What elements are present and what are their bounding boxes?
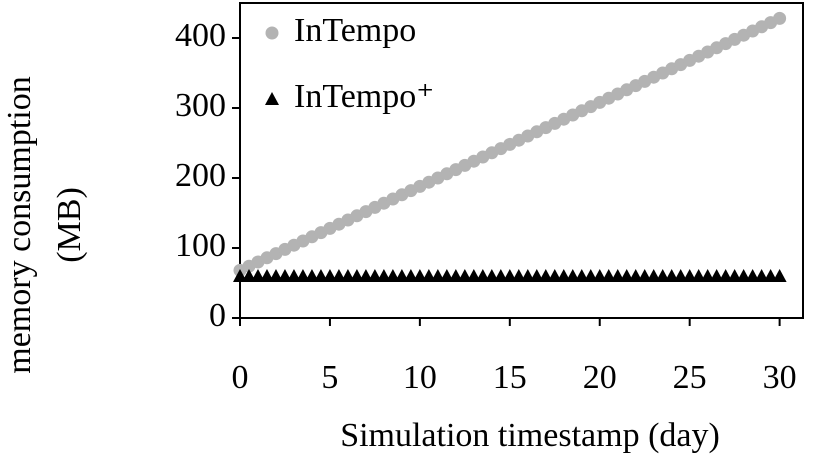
- legend-label: InTempo: [294, 12, 416, 49]
- data-point: [484, 269, 499, 282]
- data-point: [718, 269, 733, 282]
- data-point: [754, 269, 769, 282]
- data-point: [736, 269, 751, 282]
- data-point: [304, 269, 319, 282]
- data-point: [250, 269, 265, 282]
- data-point: [601, 269, 616, 282]
- data-point: [385, 269, 400, 282]
- data-point: [583, 269, 598, 282]
- data-point: [574, 269, 589, 282]
- data-point: [412, 269, 427, 282]
- x-tick-label: 30: [763, 359, 797, 396]
- data-point: [358, 269, 373, 282]
- data-point: [457, 269, 472, 282]
- data-point: [547, 269, 562, 282]
- data-point: [511, 269, 526, 282]
- data-point: [241, 269, 256, 282]
- data-point: [655, 269, 670, 282]
- data-point: [673, 269, 688, 282]
- data-point: [727, 269, 742, 282]
- data-point: [700, 269, 715, 282]
- x-axis-title: Simulation timestamp (day): [340, 417, 720, 454]
- data-point: [475, 269, 490, 282]
- y-tick-label: 300: [175, 87, 226, 124]
- data-point: [628, 269, 643, 282]
- data-point: [556, 269, 571, 282]
- legend-marker: [265, 26, 279, 40]
- y-axis-title: memory consumption: [1, 76, 38, 373]
- data-point: [664, 269, 679, 282]
- data-point: [529, 269, 544, 282]
- data-point: [367, 269, 382, 282]
- data-point: [322, 269, 337, 282]
- data-point: [520, 269, 535, 282]
- data-point: [466, 269, 481, 282]
- data-point: [286, 269, 301, 282]
- x-tick-label: 0: [232, 359, 249, 396]
- data-point: [394, 269, 409, 282]
- data-point: [592, 269, 607, 282]
- data-point: [773, 11, 787, 25]
- data-point: [565, 269, 580, 282]
- y-tick-label: 400: [175, 17, 226, 54]
- data-point: [349, 269, 364, 282]
- data-point: [709, 269, 724, 282]
- legend-label: InTempo⁺: [294, 78, 434, 115]
- data-point: [403, 269, 418, 282]
- y-tick-label: 200: [175, 157, 226, 194]
- x-tick-label: 25: [673, 359, 707, 396]
- data-point: [331, 269, 346, 282]
- data-point: [619, 269, 634, 282]
- data-point: [430, 269, 445, 282]
- data-point: [448, 269, 463, 282]
- x-tick-label: 20: [583, 359, 617, 396]
- data-point: [439, 269, 454, 282]
- y-axis-title: (MB): [51, 187, 88, 263]
- x-tick-label: 15: [493, 359, 527, 396]
- y-tick-label: 0: [209, 297, 226, 334]
- data-point: [538, 269, 553, 282]
- data-point: [376, 269, 391, 282]
- data-point: [682, 269, 697, 282]
- x-tick-label: 5: [321, 359, 338, 396]
- data-point: [268, 269, 283, 282]
- data-point: [745, 269, 760, 282]
- data-point: [502, 269, 517, 282]
- data-point: [691, 269, 706, 282]
- x-tick-label: 10: [403, 359, 437, 396]
- data-point: [772, 269, 787, 282]
- data-point: [610, 269, 625, 282]
- y-tick-label: 100: [175, 227, 226, 264]
- data-point: [493, 269, 508, 282]
- data-point: [259, 269, 274, 282]
- legend-marker: [265, 92, 279, 105]
- data-point: [637, 269, 652, 282]
- data-point: [295, 269, 310, 282]
- plot-frame: [239, 2, 804, 319]
- data-point: [233, 269, 247, 282]
- data-point: [763, 269, 778, 282]
- data-point: [313, 269, 328, 282]
- data-point: [646, 269, 661, 282]
- data-point: [277, 269, 292, 282]
- data-point: [340, 269, 355, 282]
- data-point: [421, 269, 436, 282]
